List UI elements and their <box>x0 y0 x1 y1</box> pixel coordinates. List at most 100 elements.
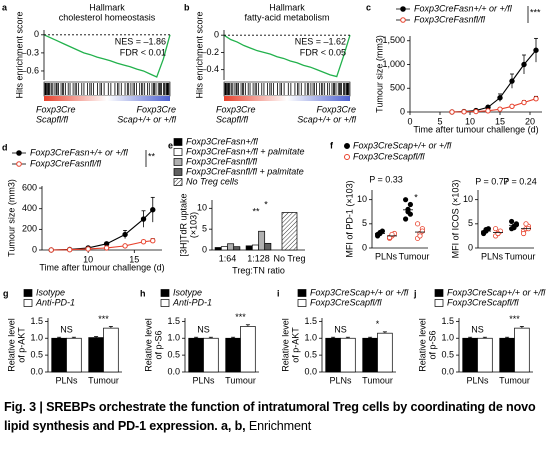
enrichment-curve <box>43 34 171 78</box>
bar <box>88 337 104 373</box>
y-tick-label: –0.3 <box>21 47 39 57</box>
bar <box>225 337 241 373</box>
bar <box>281 212 298 251</box>
bar <box>103 327 119 373</box>
x-tick-label: 1:128 <box>247 253 270 263</box>
annotation: NS <box>60 325 73 335</box>
annotation: P = 0.33 <box>369 174 403 184</box>
legend-swatch <box>23 299 33 307</box>
caption-label: Fig. 3 | <box>4 400 43 414</box>
legend-swatch <box>173 158 183 166</box>
marker <box>140 239 147 245</box>
y-tick-label: 400 <box>22 203 37 213</box>
annotation: NES = –1.86 <box>115 36 166 46</box>
annotation: *** <box>98 314 109 324</box>
y-tick-label: 10 <box>463 194 473 204</box>
legend-label: Foxp3CreScap+/+ or +/fl <box>447 287 546 297</box>
x-tick-label: 0 <box>407 116 412 126</box>
legend-label: Foxp3CreFasn+/+ or +/fl <box>30 147 129 157</box>
y-axis-label: of p-S6 <box>427 330 437 359</box>
bar <box>203 337 219 373</box>
y-tick-label: 1.0 <box>304 333 317 343</box>
y-tick-label: 1,500 <box>382 35 405 45</box>
data-point <box>377 229 383 236</box>
group-label: Scap+/+ or +/fl <box>117 114 177 124</box>
legend-label: Foxp3CreFasnfl/fl <box>30 158 102 168</box>
panel-letter: b <box>184 2 190 12</box>
x-axis-label: Time after tumour challenge (d) <box>413 124 538 134</box>
x-tick-label: PLNs <box>329 375 352 385</box>
bar <box>220 246 228 251</box>
legend-swatch <box>434 289 444 297</box>
legend-label: Foxp3CreScapfl/fl <box>310 297 383 307</box>
panel-letter: c <box>366 2 371 12</box>
panel-letter: f <box>330 140 334 150</box>
group-label: Scap+/+ or +/fl <box>297 114 357 124</box>
x-tick-label: PLNs <box>55 375 78 385</box>
y-tick-label: 0 <box>32 244 37 254</box>
marker <box>103 245 110 251</box>
x-tick-label: PLNs <box>466 375 489 385</box>
x-tick-label: 10 <box>83 254 93 264</box>
y-tick-label: 0.0 <box>30 366 43 376</box>
x-tick-label: Tumour <box>88 375 119 385</box>
enrichment-curve <box>223 34 351 78</box>
annotation: *** <box>509 314 520 324</box>
x-tick-label: No Treg <box>273 253 305 263</box>
group-label: Foxp3Cre <box>36 104 76 114</box>
bar <box>514 327 530 373</box>
legend-swatch <box>160 299 170 307</box>
panel-letter: d <box>2 142 8 152</box>
y-axis-label: Relative level <box>6 318 16 372</box>
data-point <box>402 216 409 222</box>
bar <box>51 337 67 373</box>
y-tick-label: 0 <box>362 242 367 252</box>
annotation: NS <box>334 325 347 335</box>
x-axis-label: Time after tumour challenge (d) <box>39 262 164 272</box>
marker <box>150 207 156 213</box>
x-tick-label: 5 <box>437 116 442 126</box>
y-tick-label: 0 <box>468 242 473 252</box>
bar <box>188 337 204 373</box>
y-tick-label: 10 <box>357 194 367 204</box>
annotation: NES = –1.62 <box>295 36 346 46</box>
y-tick-label: 10 <box>197 203 207 213</box>
marker <box>521 99 527 106</box>
marker <box>461 109 467 115</box>
y-tick-label: 1.5 <box>167 316 180 326</box>
y-tick-label: 0.5 <box>30 350 43 360</box>
y-tick-label: 500 <box>390 83 405 93</box>
y-axis-label: of p-AKT <box>16 327 26 363</box>
y-axis-label: of p-S6 <box>153 330 163 359</box>
bar <box>240 326 256 373</box>
annotation: P = 0.24 <box>503 176 537 186</box>
data-point <box>407 211 413 217</box>
y-axis-label: Hits enrichment score <box>194 11 204 98</box>
data-point <box>495 230 501 237</box>
annotation: * <box>376 319 380 329</box>
panel-letter: i <box>277 288 280 298</box>
y-tick-label: 0.0 <box>304 366 317 376</box>
group-label: Foxp3Cre <box>316 104 356 114</box>
legend-label: Isotype <box>36 287 65 297</box>
group-label: Scapfl/fl <box>36 114 69 124</box>
y-axis-label: Relative level <box>143 318 153 372</box>
caption-panels: a, b, <box>221 419 246 433</box>
legend-marker <box>16 150 22 156</box>
y-axis-label: Hits enrichment score <box>14 11 24 98</box>
bar <box>362 337 378 373</box>
annotation: P = 0.77 <box>475 176 509 186</box>
x-axis-label: Treg:TN ratio <box>232 265 285 275</box>
y-tick-label: 200 <box>22 224 37 234</box>
caption: Fig. 3 | SREBPs orchestrate the function… <box>4 398 545 460</box>
x-tick-label: PLNs <box>481 251 504 261</box>
bar <box>499 337 515 373</box>
legend-swatch <box>297 289 307 297</box>
legend-label: Isotype <box>173 287 202 297</box>
legend-label: Anti-PD-1 <box>172 297 212 307</box>
y-tick-label: –0.2 <box>201 47 219 57</box>
marker <box>521 61 527 68</box>
y-axis-label: Relative level <box>280 318 290 372</box>
legend-marker <box>400 6 406 12</box>
